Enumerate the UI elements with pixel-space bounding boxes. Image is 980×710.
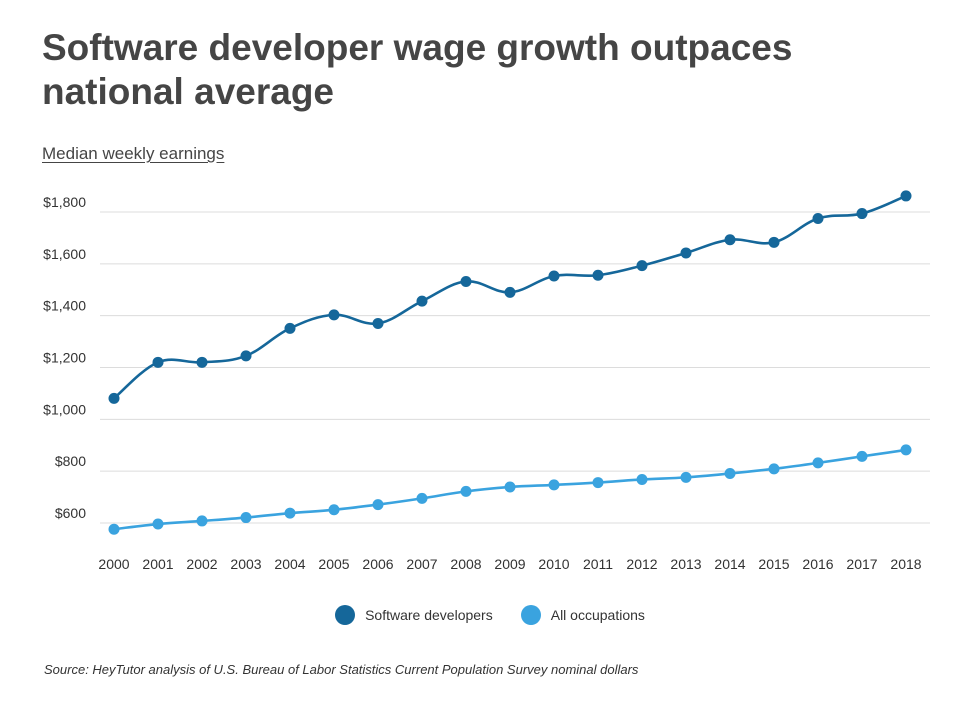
data-point-software-developers-2004[interactable] [284,322,296,334]
y-tick-label: $1,000 [43,401,86,417]
data-point-all-occupations-2017[interactable] [856,450,868,462]
data-point-software-developers-2016[interactable] [812,212,824,224]
x-tick-label: 2003 [230,556,261,572]
data-point-software-developers-2008[interactable] [460,275,472,287]
data-point-all-occupations-2007[interactable] [416,492,428,504]
x-tick-label: 2007 [406,556,437,572]
chart-title: Software developer wage growth outpaces … [42,27,793,112]
data-point-software-developers-2007[interactable] [416,295,428,307]
data-point-software-developers-2014[interactable] [724,234,736,246]
data-point-software-developers-2015[interactable] [768,236,780,248]
chart-subtitle: Median weekly earnings [42,144,225,163]
data-point-all-occupations-2008[interactable] [460,485,472,497]
data-point-all-occupations-2018[interactable] [900,444,912,456]
data-point-software-developers-2010[interactable] [548,270,560,282]
x-tick-label: 2004 [274,556,305,572]
data-point-all-occupations-2014[interactable] [724,467,736,479]
x-tick-label: 2016 [802,556,833,572]
data-point-all-occupations-2006[interactable] [372,499,384,511]
data-point-software-developers-2006[interactable] [372,317,384,329]
x-tick-label: 2000 [98,556,129,572]
x-axis-ticks: 2000 2001 2002 2003 2004 2005 2006 2007 2008 2009… [98,556,921,572]
legend-item-software-developers[interactable]: Software developers [335,605,493,625]
y-tick-label: $1,200 [43,350,86,366]
x-tick-label: 2002 [186,556,217,572]
data-point-all-occupations-2013[interactable] [680,471,692,483]
x-tick-label: 2014 [714,556,745,572]
y-tick-label: $800 [55,453,86,469]
data-point-software-developers-2013[interactable] [680,247,692,259]
y-axis-ticks: $600 $800 $1,000 $1,200 $1,400 $1,600 $1,800 [43,194,86,521]
y-tick-label: $1,800 [43,194,86,210]
x-tick-label: 2010 [538,556,569,572]
x-tick-label: 2015 [758,556,789,572]
data-point-software-developers-2000[interactable] [108,392,120,404]
x-tick-label: 2011 [583,556,613,572]
data-point-software-developers-2018[interactable] [900,190,912,202]
data-point-software-developers-2011[interactable] [592,269,604,281]
x-tick-label: 2005 [318,556,349,572]
legend-label-all-occupations: All occupations [550,607,645,623]
y-tick-label: $600 [55,505,86,521]
series-layer [108,190,912,535]
x-tick-label: 2006 [362,556,393,572]
data-point-software-developers-2005[interactable] [328,309,340,321]
data-point-all-occupations-2016[interactable] [812,457,824,469]
legend-item-all-occupations[interactable]: All occupations [520,605,645,625]
x-tick-label: 2018 [890,556,921,572]
data-point-all-occupations-2015[interactable] [768,463,780,475]
y-tick-label: $1,400 [43,298,86,314]
x-tick-label: 2013 [670,556,701,572]
data-point-all-occupations-2010[interactable] [548,479,560,491]
line-chart: $600 $800 $1,000 $1,200 $1,400 $1,600 $1,800 2… [43,190,930,572]
data-point-all-occupations-2003[interactable] [240,512,252,524]
data-point-software-developers-2002[interactable] [196,356,208,368]
legend-label-software-developers: Software developers [365,607,493,623]
data-point-all-occupations-2005[interactable] [328,504,340,516]
data-point-all-occupations-2001[interactable] [152,518,164,530]
legend: Software developers All occupations [0,602,980,628]
data-point-all-occupations-2002[interactable] [196,515,208,527]
grid-lines [100,211,930,524]
legend-marker-software-developers [335,605,356,625]
data-point-software-developers-2003[interactable] [240,350,252,362]
x-tick-label: 2001 [142,556,173,572]
x-tick-label: 2008 [450,556,481,572]
source-note: Source: HeyTutor analysis of U.S. Bureau… [44,662,639,677]
data-point-all-occupations-2011[interactable] [592,477,604,489]
data-point-software-developers-2009[interactable] [504,286,516,298]
x-tick-label: 2017 [846,556,877,572]
x-tick-label: 2009 [494,556,525,572]
data-point-all-occupations-2004[interactable] [284,507,296,519]
x-tick-label: 2012 [626,556,657,572]
data-point-software-developers-2017[interactable] [856,208,868,220]
y-tick-label: $1,600 [43,246,86,262]
data-point-software-developers-2001[interactable] [152,356,164,368]
legend-marker-all-occupations [520,605,541,625]
data-point-all-occupations-2000[interactable] [108,523,120,535]
data-point-all-occupations-2012[interactable] [636,473,648,485]
data-point-all-occupations-2009[interactable] [504,481,516,493]
data-point-software-developers-2012[interactable] [636,260,648,272]
